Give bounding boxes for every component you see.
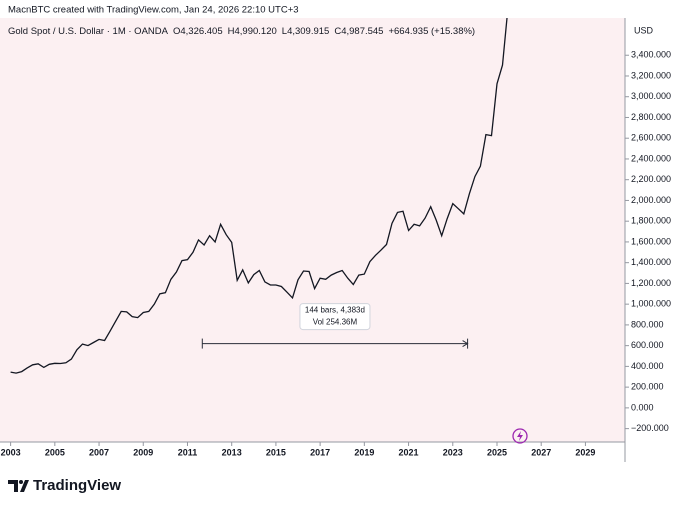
ohlc-key: L <box>282 26 287 37</box>
x-tick-label: 2011 <box>178 447 198 457</box>
ohlc-value: 4,987.545 <box>341 26 383 37</box>
y-tick-label: 0.000 <box>631 402 654 412</box>
watermark: MacnBTC created with TradingView.com, Ja… <box>8 5 299 16</box>
y-tick-label: 3,000.000 <box>631 91 671 101</box>
y-tick-label: 1,800.000 <box>631 216 671 226</box>
y-tick-label: 600.000 <box>631 340 664 350</box>
x-tick-label: 2003 <box>1 447 21 457</box>
ohlc-value: 4,309.915 <box>287 26 329 37</box>
y-tick-label: 200.000 <box>631 382 664 392</box>
x-tick-label: 2021 <box>399 447 419 457</box>
brand: TradingView <box>33 477 121 494</box>
y-tick-label: 2,800.000 <box>631 112 671 122</box>
y-tick-label: 2,400.000 <box>631 153 671 163</box>
y-tick-label: 1,400.000 <box>631 257 671 267</box>
y-tick-label: −200.000 <box>631 423 669 433</box>
currency: USD <box>634 25 654 35</box>
y-tick-label: 2,000.000 <box>631 195 671 205</box>
y-tick-label: 800.000 <box>631 319 664 329</box>
ohlc-key: H <box>228 26 235 37</box>
plot-background <box>0 18 625 442</box>
symbol-legend: Gold Spot / U.S. Dollar · 1M · OANDA O4,3… <box>8 26 475 37</box>
y-tick-label: 3,200.000 <box>631 70 671 80</box>
symbol: Gold Spot / U.S. Dollar · 1M · OANDA <box>8 26 169 37</box>
x-tick-label: 2017 <box>310 447 330 457</box>
y-tick-label: 400.000 <box>631 361 664 371</box>
measure-arrow <box>462 338 469 349</box>
x-tick-label: 2009 <box>133 447 153 457</box>
x-tick-label: 2015 <box>266 447 286 457</box>
event-icon[interactable] <box>512 428 528 444</box>
y-tick-label: 1,200.000 <box>631 278 671 288</box>
y-tick-label: 1,000.000 <box>631 299 671 309</box>
y-tick-label: 3,400.000 <box>631 50 671 60</box>
plot-area <box>10 18 508 374</box>
measure-box <box>299 303 371 331</box>
price-line <box>10 18 508 374</box>
currency-box <box>627 22 669 40</box>
event-bolt <box>517 431 523 441</box>
x-tick-label: 2025 <box>487 447 507 457</box>
change: +664.935 (+15.38%) <box>388 26 475 37</box>
y-tick-label: 2,200.000 <box>631 174 671 184</box>
ohlc-value: 4,326.405 <box>180 26 222 37</box>
y-tick-label: 1,600.000 <box>631 236 671 246</box>
ohlc-key: O <box>173 26 180 37</box>
x-tick-label: 2019 <box>354 447 374 457</box>
x-tick-label: 2029 <box>575 447 595 457</box>
ohlc-key: C <box>334 26 341 37</box>
x-tick-label: 2023 <box>443 447 463 457</box>
x-tick-label: 2013 <box>222 447 242 457</box>
measure-volume: Vol 254.36M <box>313 318 358 327</box>
x-tick-label: 2005 <box>45 447 65 457</box>
ohlc-value: 4,990.120 <box>235 26 277 37</box>
x-tick-label: 2007 <box>89 447 109 457</box>
x-tick-label: 2027 <box>531 447 551 457</box>
logo <box>8 480 29 492</box>
measure-text: 144 bars, 4,383d <box>305 306 365 315</box>
y-tick-label: 2,600.000 <box>631 133 671 143</box>
